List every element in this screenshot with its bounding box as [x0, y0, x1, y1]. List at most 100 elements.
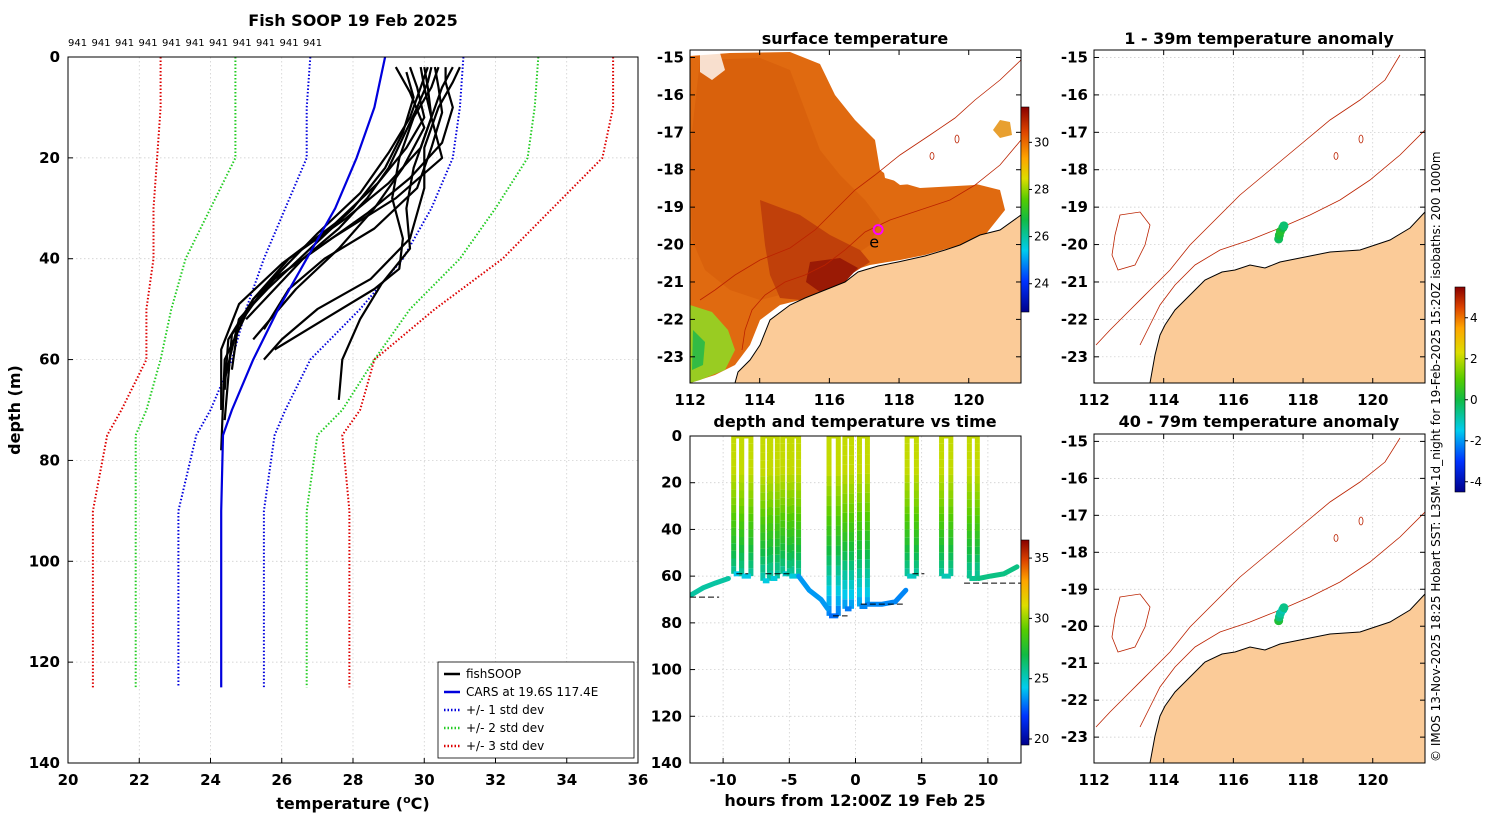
y-tick-label: 100	[29, 552, 60, 570]
sst-colorbar	[1020, 106, 1030, 313]
profile-curves	[91, 57, 615, 688]
map-y-label: -19	[657, 198, 684, 216]
profile-legend: fishSOOP CARS at 19.6S 117.4E +/- 1 std de…	[437, 661, 635, 759]
fish-profile	[263, 66, 461, 361]
anom1-shoal-1	[1358, 134, 1364, 144]
sst-cool-patch-2	[692, 330, 705, 370]
anom2-isobath-200	[1139, 511, 1425, 728]
map-y-label: -16	[657, 86, 684, 104]
anom1-shoal-2	[1333, 152, 1339, 160]
sst-colorbar-ticks: 24 26 28 30	[1029, 135, 1049, 291]
x-tick-label: 28	[343, 771, 364, 789]
profile-top-label: 941	[209, 38, 228, 49]
x-tick-label: 30	[414, 771, 435, 789]
cb-tick-label: 26	[1034, 230, 1049, 244]
y-tick-label: 120	[29, 653, 60, 671]
cb-tick-label: 2	[1470, 352, 1478, 366]
profile-top-label: 941	[280, 38, 299, 49]
sst-title: surface temperature	[762, 29, 949, 48]
cb-tick-label: 28	[1034, 182, 1049, 196]
legend-box	[437, 661, 635, 759]
anom2-land	[1149, 593, 1425, 763]
map-y-label: -15	[1061, 48, 1088, 66]
cars-profile	[220, 57, 387, 688]
map-y-label: -22	[657, 310, 684, 328]
anom1-isobath-200	[1139, 129, 1425, 346]
map-x-label: 118	[1287, 391, 1318, 409]
profile-y-ticks: 0 20 40 60 80 100 120 140	[29, 48, 73, 772]
map-y-label: -23	[1061, 348, 1088, 366]
cb-tick-label: 24	[1034, 277, 1049, 291]
y-tick-label: 80	[39, 451, 60, 469]
td-colorbar	[1020, 539, 1030, 746]
y-tick-label: 40	[661, 520, 682, 538]
legend-label: +/- 2 std dev	[466, 721, 544, 735]
cb-tick-label: -2	[1470, 434, 1482, 448]
anomaly-colorbar-ticks: 4 2 0 -2 -4	[1465, 311, 1482, 489]
anom1-ticks: 112 114 116 118 120 -15 -16 -17 -18 -19 -20 -21 -22 -…	[1061, 48, 1425, 409]
anom2-shoal-1	[1358, 516, 1364, 526]
sst-isobath-1000	[699, 59, 1021, 301]
std-curve-left-std2	[134, 57, 237, 688]
cb-tick-label: 30	[1034, 611, 1049, 625]
map-y-label: -19	[1061, 580, 1088, 598]
map-y-label: -18	[1061, 543, 1088, 561]
profile-grid	[67, 56, 639, 764]
x-tick-label: 36	[628, 771, 649, 789]
anom2-shoal-2	[1333, 534, 1339, 542]
fish-profile	[220, 66, 433, 451]
bottom-track	[864, 587, 909, 607]
anom1-points	[1274, 221, 1289, 244]
bottom-track	[976, 564, 1020, 581]
anom2-island-isobath	[1111, 593, 1151, 653]
cb-tick-label: 0	[1470, 393, 1478, 407]
y-tick-label: 40	[39, 250, 60, 268]
x-tick-label: 24	[200, 771, 221, 789]
profile-top-label: 941	[68, 38, 87, 49]
sst-land	[734, 214, 1021, 383]
sst-cloud-1	[700, 53, 725, 80]
x-tick-label: 10	[977, 771, 998, 789]
std-curve-left-std3	[91, 57, 162, 688]
map-x-label: 112	[1078, 391, 1109, 409]
map-y-label: -21	[657, 273, 684, 291]
map-x-label: 116	[1218, 391, 1249, 409]
x-tick-label: -5	[781, 771, 798, 789]
cb-tick-label: 30	[1034, 135, 1049, 149]
std-curve-right-std1	[262, 57, 465, 688]
legend-label: +/- 3 std dev	[466, 739, 544, 753]
map-y-label: -16	[1061, 469, 1088, 487]
y-tick-label: 20	[661, 474, 682, 492]
anomaly-colorbar	[1454, 286, 1466, 493]
anom2-axes-box	[1093, 433, 1426, 764]
anom1-map-content	[1094, 50, 1425, 383]
y-tick-label: 140	[651, 754, 682, 772]
x-tick-label: 5	[916, 771, 926, 789]
y-tick-label: 60	[661, 567, 682, 585]
map-x-label: 118	[883, 391, 914, 409]
profile-top-label: 941	[115, 38, 134, 49]
cb-tick-label: 20	[1034, 732, 1049, 746]
anom1-isobath-1000	[1095, 54, 1401, 346]
profile-top-label: 941	[233, 38, 252, 49]
sst-shoal-2	[929, 152, 935, 160]
td-x-label: hours from 12:00Z 19 Feb 25	[724, 791, 985, 810]
map-y-label: -15	[1061, 432, 1088, 450]
profile-title: Fish SOOP 19 Feb 2025	[248, 11, 457, 30]
sst-north-patch	[993, 120, 1012, 138]
cb-tick-label: -4	[1470, 475, 1482, 489]
profile-top-label: 941	[186, 38, 205, 49]
td-data	[690, 436, 1021, 619]
y-tick-label: 140	[29, 754, 60, 772]
anomaly-point	[1279, 603, 1289, 613]
anom1-title: 1 - 39m temperature anomaly	[1124, 29, 1394, 48]
anom1-land	[1149, 211, 1425, 383]
profile-top-label: 941	[92, 38, 111, 49]
sst-isobath-200	[741, 139, 1021, 351]
profile-x-label-degree: o	[403, 793, 411, 806]
sst-ticks: 112 114 116 118 120 -15 -16 -17 -18 -19 -20 -21 -22 -…	[657, 48, 1021, 409]
profile-top-label: 941	[256, 38, 275, 49]
map-y-label: -23	[657, 348, 684, 366]
x-tick-label: 0	[850, 771, 860, 789]
profile-top-labels: 941 941 941 941 941 941 941 941 941 941 941	[68, 38, 322, 49]
